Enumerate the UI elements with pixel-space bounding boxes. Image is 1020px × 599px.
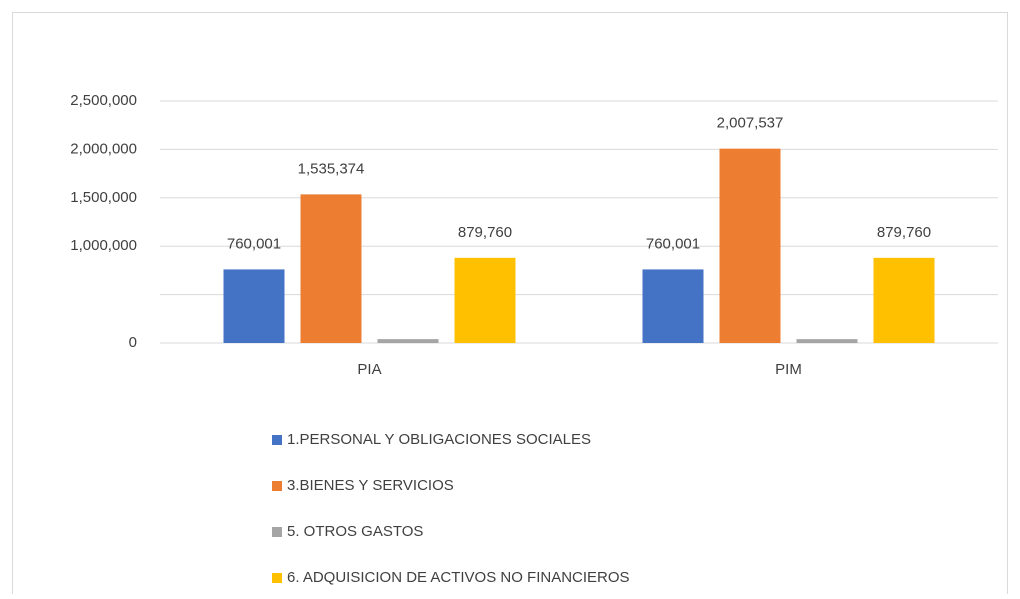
bar: [796, 339, 858, 343]
legend-label: 6. ADQUISICION DE ACTIVOS NO FINANCIEROS: [287, 569, 630, 586]
y-tick-label: 2,500,000: [70, 92, 137, 109]
legend-label: 3.BIENES Y SERVICIOS: [287, 477, 454, 494]
bar: [454, 257, 516, 343]
x-tick-label: PIM: [775, 361, 802, 378]
y-tick-label: 2,000,000: [70, 140, 137, 157]
bar: [642, 269, 704, 343]
data-label: 2,007,537: [717, 115, 784, 132]
bar: [719, 148, 781, 343]
bar: [300, 194, 362, 343]
chart-frame: [12, 12, 1008, 599]
legend-swatch: [272, 573, 282, 583]
data-label: 760,001: [646, 235, 700, 252]
bar: [873, 257, 935, 343]
y-tick-label: 0: [129, 334, 137, 351]
data-label: 1,535,374: [298, 160, 365, 177]
legend-label: 1.PERSONAL Y OBLIGACIONES SOCIALES: [287, 431, 591, 448]
bar: [377, 339, 439, 343]
y-tick-label: 1,000,000: [70, 237, 137, 254]
y-tick-label: 1,500,000: [70, 189, 137, 206]
legend-swatch: [272, 527, 282, 537]
x-tick-label: PIA: [357, 361, 381, 378]
legend-label: 5. OTROS GASTOS: [287, 523, 423, 540]
data-label: 879,760: [877, 224, 931, 241]
data-label: 879,760: [458, 224, 512, 241]
data-label: 760,001: [227, 235, 281, 252]
legend-swatch: [272, 435, 282, 445]
bar: [223, 269, 285, 343]
legend-swatch: [272, 481, 282, 491]
